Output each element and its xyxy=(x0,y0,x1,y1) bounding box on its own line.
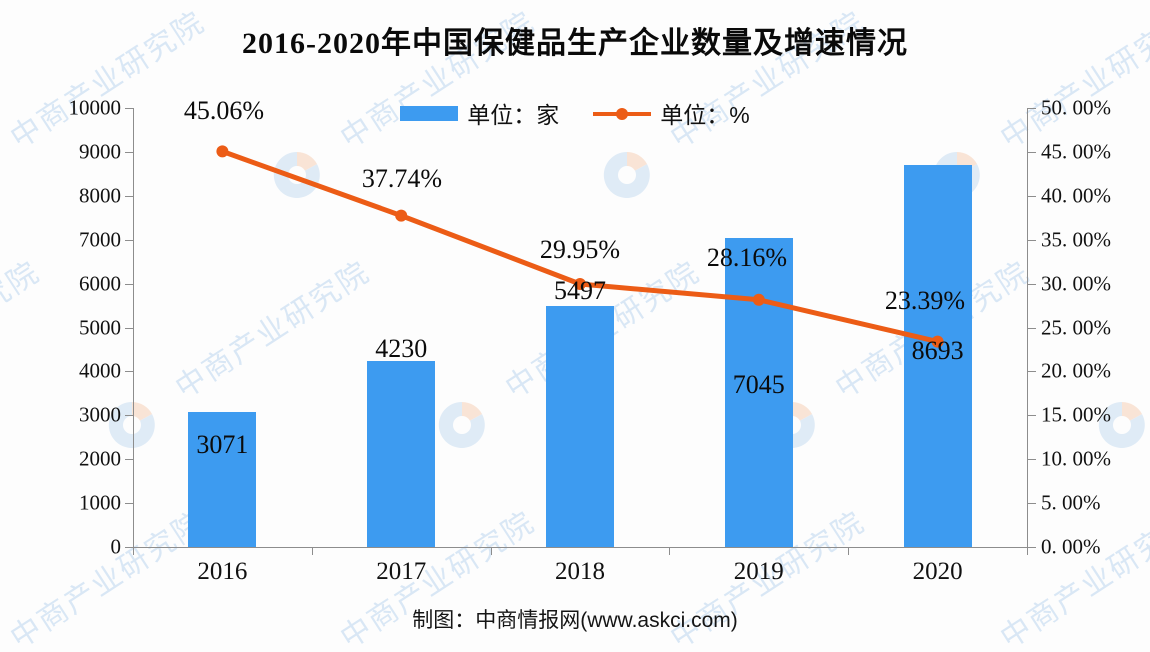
bar-2018[interactable] xyxy=(546,305,614,547)
footer-credit: 制图：中商情报网(www.askci.com) xyxy=(412,609,738,632)
x-axis-line xyxy=(133,547,1028,548)
y-axis-left-tick-label: 3000 xyxy=(79,402,121,427)
bar-2017[interactable] xyxy=(367,361,436,547)
y-axis-left-tick-label: 6000 xyxy=(79,271,121,296)
bar-value-label-2019: 7045 xyxy=(732,370,785,399)
y-axis-right-tick-label: 40. 00% xyxy=(1041,183,1111,208)
y-axis-right-tickmark xyxy=(1028,151,1036,153)
bar-2016[interactable] xyxy=(188,412,257,547)
y-axis-right-tickmark xyxy=(1028,547,1036,548)
growth-rate-label-2019: 28.16% xyxy=(706,243,788,272)
y-axis-left-tickmark xyxy=(125,547,133,548)
bar-value-label-2017: 4230 xyxy=(375,334,428,363)
y-axis-right-tick-label: 50. 00% xyxy=(1041,95,1111,120)
x-axis-tick-label-2020: 2020 xyxy=(912,558,963,585)
y-axis-right-tickmark xyxy=(1028,195,1036,197)
y-axis-right: 0. 00% 5. 00% 10. 00% 15. 00% 20. 00% 25. 00%… xyxy=(1041,0,1150,652)
growth-rate-label-2018: 29.95% xyxy=(539,235,621,264)
y-axis-right-tick-label: 10. 00% xyxy=(1041,446,1111,471)
y-axis-left-tick-label: 0 xyxy=(110,534,122,559)
y-axis-left-tickmark xyxy=(125,283,133,285)
growth-rate-label-2016: 45.06% xyxy=(183,96,265,125)
y-axis-right-tick-label: 0. 00% xyxy=(1041,534,1101,559)
x-axis-tick-label-2017: 2017 xyxy=(376,558,427,585)
legend-bar-swatch-icon xyxy=(400,105,459,121)
bar-value-label-2020: 8693 xyxy=(911,336,964,365)
y-axis-left-tickmark xyxy=(125,503,133,505)
y-axis-left-tickmark xyxy=(125,195,133,197)
chart-footer: 制图：中商情报网(www.askci.com) xyxy=(0,604,1150,634)
legend-item-line[interactable]: 单位：% xyxy=(593,96,750,130)
y-axis-left-tickmark xyxy=(125,459,133,461)
y-axis-right-tick-label: 5. 00% xyxy=(1041,490,1101,515)
x-axis-tickmark xyxy=(490,547,492,555)
legend-line-label: 单位：% xyxy=(660,102,750,128)
growth-rate-label-2017: 37.74% xyxy=(361,164,443,193)
x-axis-tickmark xyxy=(1027,547,1028,555)
y-axis-right-tick-label: 35. 00% xyxy=(1041,227,1111,252)
line-marker-2018[interactable] xyxy=(574,278,586,290)
y-axis-left-tick-label: 5000 xyxy=(79,315,121,339)
y-axis-right-tickmark xyxy=(1028,327,1036,329)
y-axis-left-tickmark xyxy=(125,151,133,153)
chart-legend: 单位：家 单位：% xyxy=(0,96,1150,130)
y-axis-left-tickmark xyxy=(125,415,133,417)
x-axis-tick-label-2016: 2016 xyxy=(197,558,248,585)
bar-value-label-2018: 5497 xyxy=(554,276,606,305)
y-axis-left-tick-label: 2000 xyxy=(79,446,121,471)
y-axis-right-tick-label: 25. 00% xyxy=(1041,315,1111,339)
x-axis-tickmark xyxy=(669,547,671,555)
legend-bar-label: 单位：家 xyxy=(467,102,560,128)
x-axis-tickmark xyxy=(848,547,850,555)
line-marker-2017[interactable] xyxy=(395,209,408,222)
y-axis-left-tick-label: 1000 xyxy=(79,490,121,515)
y-axis-right-tick-label: 30. 00% xyxy=(1041,271,1111,296)
legend-line-swatch-icon xyxy=(593,106,652,121)
y-axis-left-tick-label: 8000 xyxy=(79,183,121,208)
y-axis-right-tickmark xyxy=(1028,283,1036,285)
y-axis-left-tick-label: 4000 xyxy=(79,358,121,383)
x-axis-tickmark xyxy=(133,547,134,555)
bar-2020[interactable] xyxy=(903,165,972,547)
y-axis-right-tick-label: 45. 00% xyxy=(1041,139,1111,164)
y-axis-right-tickmark xyxy=(1028,371,1036,373)
y-axis-left-tick-label: 7000 xyxy=(79,227,121,252)
line-marker-2020[interactable] xyxy=(931,335,944,348)
y-axis-left-tick-label: 9000 xyxy=(79,139,121,164)
y-axis-right-line xyxy=(1027,108,1028,548)
line-marker-2016[interactable] xyxy=(216,145,229,158)
chart-title: 2016-2020年中国保健品生产企业数量及增速情况 xyxy=(242,27,908,60)
y-axis-right-tickmark xyxy=(1028,108,1036,109)
y-axis-right-tickmark xyxy=(1028,415,1036,417)
legend-item-bar[interactable]: 单位：家 xyxy=(400,96,559,130)
y-axis-right-tickmark xyxy=(1028,239,1036,241)
y-axis-right-tickmark xyxy=(1028,503,1036,505)
y-axis-left-tickmark xyxy=(125,327,133,329)
y-axis-left: 0 1000 2000 3000 4000 5000 6000 7000 8000 9000 100… xyxy=(0,0,122,652)
y-axis-left-tick-label: 10000 xyxy=(68,95,122,120)
y-axis-right-tick-label: 20. 00% xyxy=(1041,358,1111,383)
x-axis-tick-label-2019: 2019 xyxy=(733,558,784,585)
y-axis-right-tick-label: 15. 00% xyxy=(1041,402,1111,427)
y-axis-right-tickmark xyxy=(1028,459,1036,461)
y-axis-left-tickmark xyxy=(125,108,133,109)
y-axis-left-tickmark xyxy=(125,239,133,241)
bar-2019[interactable] xyxy=(724,237,793,547)
x-axis-tick-label-2018: 2018 xyxy=(555,558,605,585)
y-axis-left-tickmark xyxy=(125,371,133,373)
growth-rate-label-2020: 23.39% xyxy=(884,286,966,315)
line-marker-2019[interactable] xyxy=(752,293,765,306)
bar-value-label-2016: 3071 xyxy=(196,430,249,459)
y-axis-left-line xyxy=(133,108,134,548)
x-axis-tickmark xyxy=(311,547,313,555)
